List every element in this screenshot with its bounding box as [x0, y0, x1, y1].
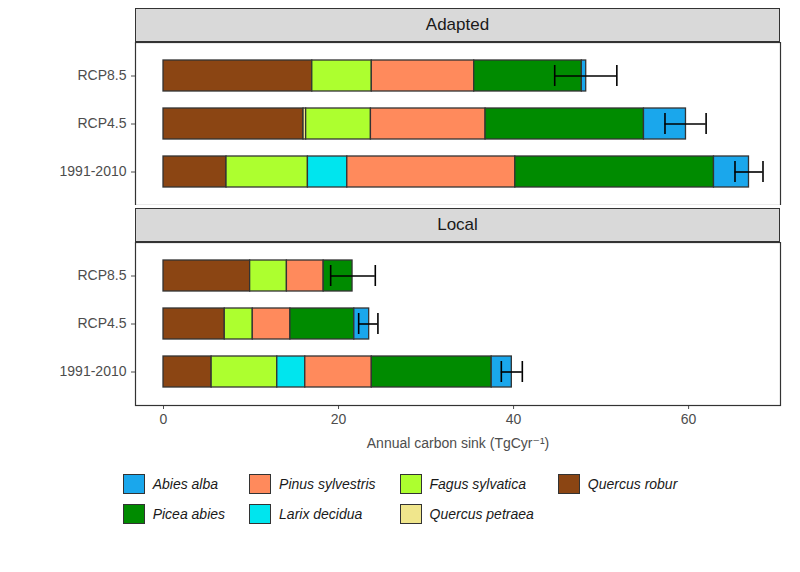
- html-text:Larix decidua: Larix decidua: [279, 506, 363, 522]
- html-text:Abies alba: Abies alba: [152, 476, 219, 492]
- svg-text:20: 20: [331, 411, 347, 427]
- html-text:Local: Local: [437, 215, 478, 234]
- svg-text:1991-2010: 1991-2010: [60, 363, 127, 379]
- svg-text:RCP4.5: RCP4.5: [77, 315, 126, 331]
- html-text:Fagus sylvatica: Fagus sylvatica: [429, 476, 526, 492]
- html-text:Pinus sylvestris: Pinus sylvestris: [279, 476, 376, 492]
- svg-text:0: 0: [160, 411, 168, 427]
- svg-text:Annual carbon sink (TgCyr⁻¹): Annual carbon sink (TgCyr⁻¹): [367, 435, 549, 451]
- svg-text:1991-2010: 1991-2010: [60, 163, 127, 179]
- svg-text:RCP4.5: RCP4.5: [77, 115, 126, 131]
- html-text:Quercus robur: Quercus robur: [587, 476, 678, 492]
- html-text:Quercus petraea: Quercus petraea: [429, 506, 534, 522]
- svg-text:40: 40: [506, 411, 522, 427]
- html-text:Adapted: Adapted: [425, 15, 490, 34]
- svg-text:60: 60: [681, 411, 697, 427]
- html-text:Picea abies: Picea abies: [152, 506, 226, 522]
- svg-text:RCP8.5: RCP8.5: [77, 67, 126, 83]
- svg-text:RCP8.5: RCP8.5: [77, 267, 126, 283]
